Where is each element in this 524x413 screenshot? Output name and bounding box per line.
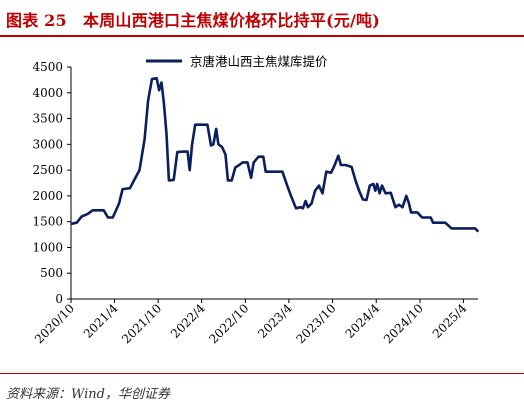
- series-line-0: [70, 77, 479, 233]
- y-tick-label: 1500: [32, 215, 63, 229]
- y-tick-label: 4000: [32, 86, 63, 100]
- x-tick-label: 2022/10: [206, 301, 251, 346]
- y-tick-label: 4500: [32, 60, 63, 74]
- chart-title: 图表 25 本周山西港口主焦煤价格环比持平(元/吨): [6, 11, 381, 30]
- x-tick-label: 2023/4: [255, 301, 295, 341]
- x-tick-label: 2025/4: [430, 301, 470, 341]
- y-tick-label: 0: [55, 292, 63, 306]
- y-tick-label: 2500: [32, 163, 63, 177]
- x-tick-label: 2022/4: [168, 301, 208, 341]
- x-tick-label: 2020/10: [32, 301, 77, 346]
- x-tick-label: 2024/4: [343, 301, 383, 341]
- plot-area: [70, 77, 479, 233]
- x-tick-label: 2024/10: [381, 301, 426, 346]
- footer-divider: [0, 373, 524, 374]
- x-tick-label: 2023/10: [294, 301, 339, 346]
- x-tick-label: 2021/4: [81, 301, 121, 341]
- y-axis: 0 500 1000 1500 2000 2500 3000 3500 4000 4500: [32, 60, 72, 306]
- source-note: 资料来源：Wind，华创证券: [6, 387, 170, 402]
- chart-title-bar: 图表 25 本周山西港口主焦煤价格环比持平(元/吨): [0, 0, 524, 38]
- legend: 京唐港山西主焦煤库提价: [146, 54, 328, 69]
- y-tick-label: 1000: [32, 240, 63, 254]
- y-tick-label: 3000: [32, 137, 63, 151]
- y-tick-label: 500: [40, 266, 63, 280]
- title-divider: [0, 35, 524, 37]
- legend-label: 京唐港山西主焦煤库提价: [190, 54, 328, 69]
- y-tick-label: 2000: [32, 189, 63, 203]
- x-tick-label: 2021/10: [119, 301, 164, 346]
- y-tick-label: 3500: [32, 112, 63, 126]
